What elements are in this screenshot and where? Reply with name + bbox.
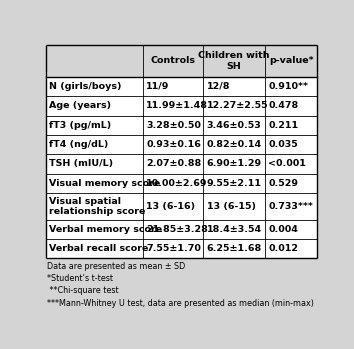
Text: 2.07±0.88: 2.07±0.88 bbox=[146, 159, 201, 168]
Text: 0.82±0.14: 0.82±0.14 bbox=[207, 140, 262, 149]
Text: 21.85±3.28: 21.85±3.28 bbox=[146, 225, 208, 234]
Text: 0.529: 0.529 bbox=[268, 179, 298, 188]
Bar bbox=[46, 96, 317, 116]
Text: 0.733***: 0.733*** bbox=[268, 202, 313, 211]
Text: *Student’s t-test: *Student’s t-test bbox=[47, 274, 113, 283]
Text: 7.55±1.70: 7.55±1.70 bbox=[146, 244, 201, 253]
Bar bbox=[46, 77, 317, 96]
Text: fT4 (ng/dL): fT4 (ng/dL) bbox=[49, 140, 108, 149]
Text: 3.46±0.53: 3.46±0.53 bbox=[207, 121, 261, 130]
Text: 18.4±3.54: 18.4±3.54 bbox=[207, 225, 262, 234]
Text: 6.90±1.29: 6.90±1.29 bbox=[207, 159, 262, 168]
Bar bbox=[46, 135, 317, 154]
Text: 0.211: 0.211 bbox=[268, 121, 298, 130]
Text: 0.012: 0.012 bbox=[268, 244, 298, 253]
Text: Visual memory score: Visual memory score bbox=[49, 179, 160, 188]
Text: Controls: Controls bbox=[151, 57, 196, 66]
Text: 13 (6-16): 13 (6-16) bbox=[146, 202, 195, 211]
Bar bbox=[46, 220, 317, 239]
Bar bbox=[46, 154, 317, 173]
Text: 0.004: 0.004 bbox=[268, 225, 298, 234]
Text: 0.93±0.16: 0.93±0.16 bbox=[146, 140, 201, 149]
Bar bbox=[46, 116, 317, 135]
Bar bbox=[46, 173, 317, 193]
Text: 11.99±1.48: 11.99±1.48 bbox=[146, 101, 208, 110]
Text: **Chi-square test: **Chi-square test bbox=[47, 287, 119, 295]
Text: 13 (6-15): 13 (6-15) bbox=[207, 202, 256, 211]
Text: 0.910**: 0.910** bbox=[268, 82, 308, 91]
Text: 9.55±2.11: 9.55±2.11 bbox=[207, 179, 262, 188]
Text: fT3 (pg/mL): fT3 (pg/mL) bbox=[49, 121, 111, 130]
Text: 3.28±0.50: 3.28±0.50 bbox=[146, 121, 201, 130]
Text: <0.001: <0.001 bbox=[268, 159, 306, 168]
Text: TSH (mIU/L): TSH (mIU/L) bbox=[49, 159, 113, 168]
Text: 0.035: 0.035 bbox=[268, 140, 298, 149]
Text: 0.478: 0.478 bbox=[268, 101, 299, 110]
Text: 11/9: 11/9 bbox=[146, 82, 170, 91]
Text: N (girls/boys): N (girls/boys) bbox=[49, 82, 121, 91]
Text: 12.27±2.55: 12.27±2.55 bbox=[207, 101, 268, 110]
Text: 12/8: 12/8 bbox=[207, 82, 230, 91]
Text: 6.25±1.68: 6.25±1.68 bbox=[207, 244, 262, 253]
Text: Verbal recall score: Verbal recall score bbox=[49, 244, 148, 253]
Text: Age (years): Age (years) bbox=[49, 101, 111, 110]
Text: ***Mann-Whitney U test, data are presented as median (min-max): ***Mann-Whitney U test, data are present… bbox=[47, 299, 314, 308]
Bar bbox=[46, 239, 317, 259]
Text: Visual spatial
relationship score: Visual spatial relationship score bbox=[49, 196, 145, 216]
Text: 10.00±2.69: 10.00±2.69 bbox=[146, 179, 208, 188]
Text: Children with
SH: Children with SH bbox=[199, 51, 270, 71]
Text: Verbal memory score: Verbal memory score bbox=[49, 225, 162, 234]
Bar bbox=[46, 193, 317, 220]
Text: Data are presented as mean ± SD: Data are presented as mean ± SD bbox=[47, 262, 185, 271]
Text: p-value*: p-value* bbox=[269, 57, 314, 66]
